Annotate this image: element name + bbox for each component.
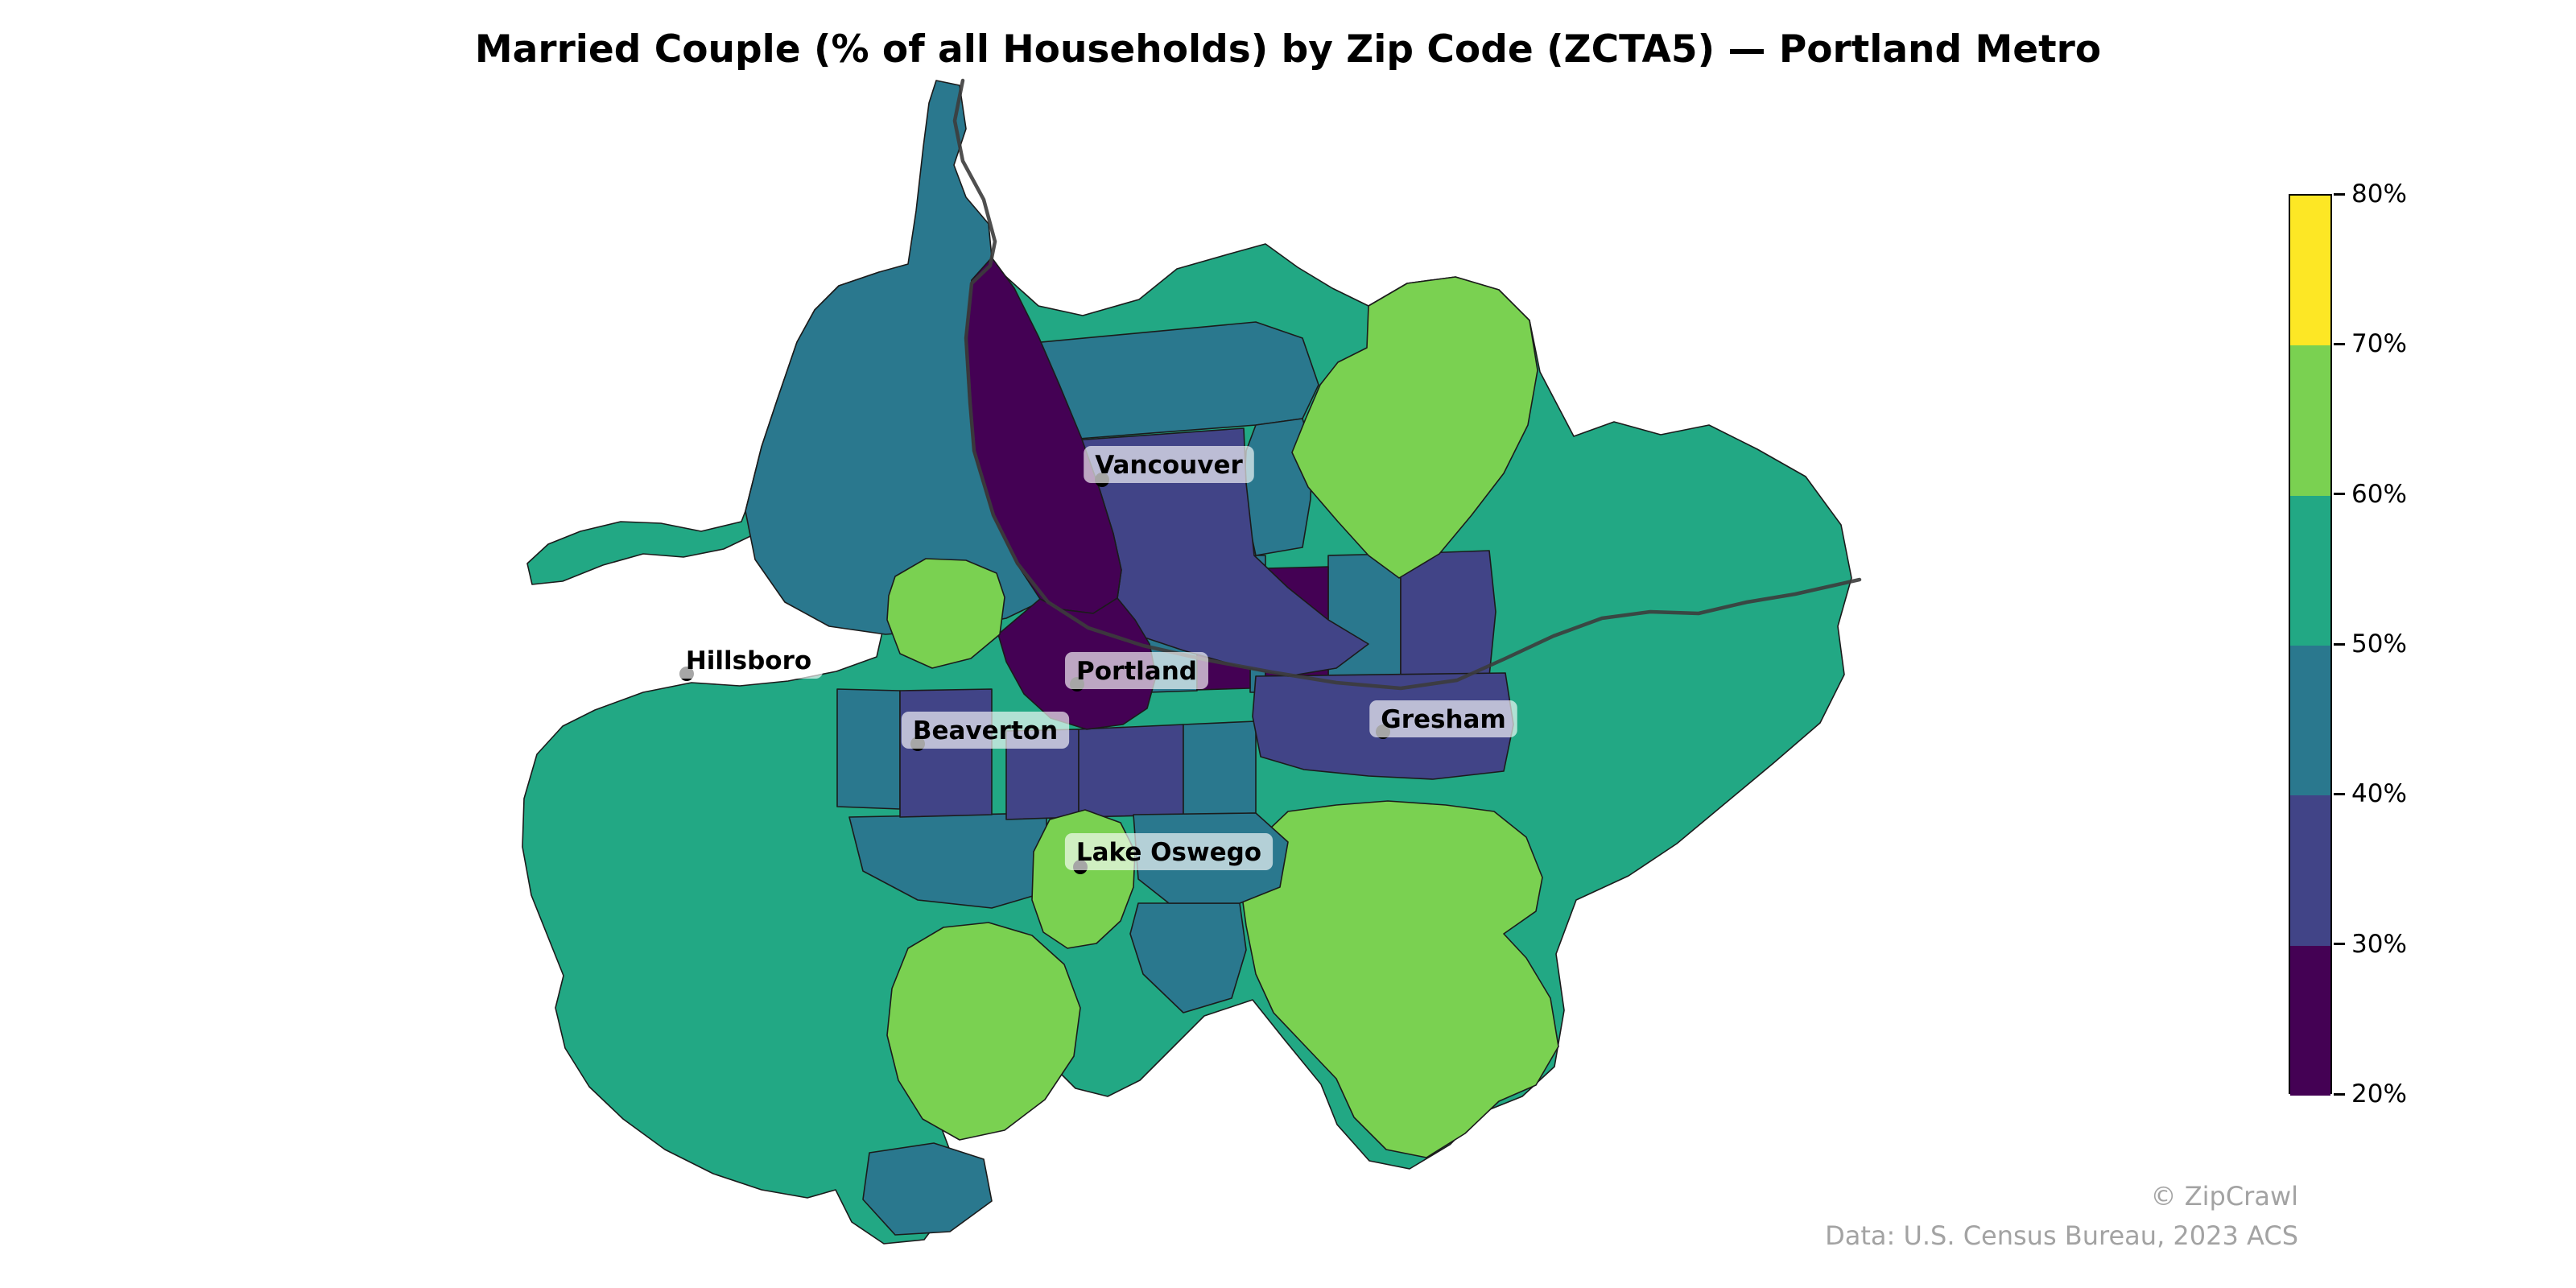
colorbar-tick-label: 30% [2351,929,2407,959]
state-border-line [952,78,1862,691]
colorbar-legend: 80% 70% 60% 50% 40% 30% 20% [2289,180,2407,1108]
colorbar-gradient [2289,194,2332,1096]
city-label-lake-oswego: Lake Oswego [1076,838,1261,867]
colorbar-tick-label: 80% [2351,180,2407,208]
colorbar-tick-label: 70% [2351,329,2407,359]
colorbar-tick-label: 40% [2351,779,2407,809]
city-label-vancouver: Vancouver [1095,451,1243,480]
colorbar-bin-30-40% [2290,795,2330,946]
city-label-hillsboro: Hillsboro [686,646,811,675]
map-region-ne-tile-c [1327,553,1402,691]
colorbar-tick-label: 50% [2351,630,2407,658]
map-region-camas-ridge [1291,276,1538,579]
colorbar-tick-label: 20% [2351,1080,2407,1108]
colorbar-bin-50-60% [2290,495,2330,646]
map-region-east-portland [1400,550,1496,680]
colorbar-tick [2334,943,2345,946]
map-region-aloha-west [836,688,901,810]
city-label-gresham: Gresham [1381,705,1506,734]
colorbar-bin-60-70% [2290,345,2330,496]
colorbar-bin-20-30% [2290,945,2330,1096]
colorbar-tick-label: 60% [2351,479,2407,509]
colorbar-tick [2334,1092,2345,1096]
map-region-inner-se-b [1183,720,1257,815]
map-region-sw-uplands [886,922,1081,1141]
city-label-box [1084,446,1254,483]
map-region-beaverton-city [899,688,993,818]
city-label-box [1369,700,1517,737]
colorbar-bin-70-80% [2290,196,2330,346]
colorbar-tick [2334,493,2345,496]
map-region-south-teal-b [862,1142,993,1236]
city-label-beaverton: Beaverton [913,716,1058,745]
city-label-box [674,642,824,679]
colorbar-tick [2334,792,2345,795]
map-region-se-uplands [1239,800,1559,1158]
city-label-box [901,712,1070,749]
city-label-portland: Portland [1076,657,1197,686]
attribution-brand: © ZipCrawl [2150,1181,2298,1212]
chart-title: Married Couple (% of all Households) by … [474,27,2102,72]
colorbar-bin-40-50% [2290,646,2330,796]
map-region-west-hills [886,558,1005,669]
city-label-box [1064,833,1274,870]
colorbar-tick [2334,642,2345,646]
attribution: © ZipCrawl Data: U.S. Census Bureau, 202… [1825,1177,2298,1256]
colorbar-tick [2334,192,2345,196]
map-region-south-teal-a [1129,902,1247,1013]
city-label-box [1065,652,1208,689]
attribution-source: Data: U.S. Census Bureau, 2023 ACS [1825,1220,2298,1251]
map-region-inner-se-a [1078,724,1184,818]
colorbar-tick [2334,342,2345,345]
